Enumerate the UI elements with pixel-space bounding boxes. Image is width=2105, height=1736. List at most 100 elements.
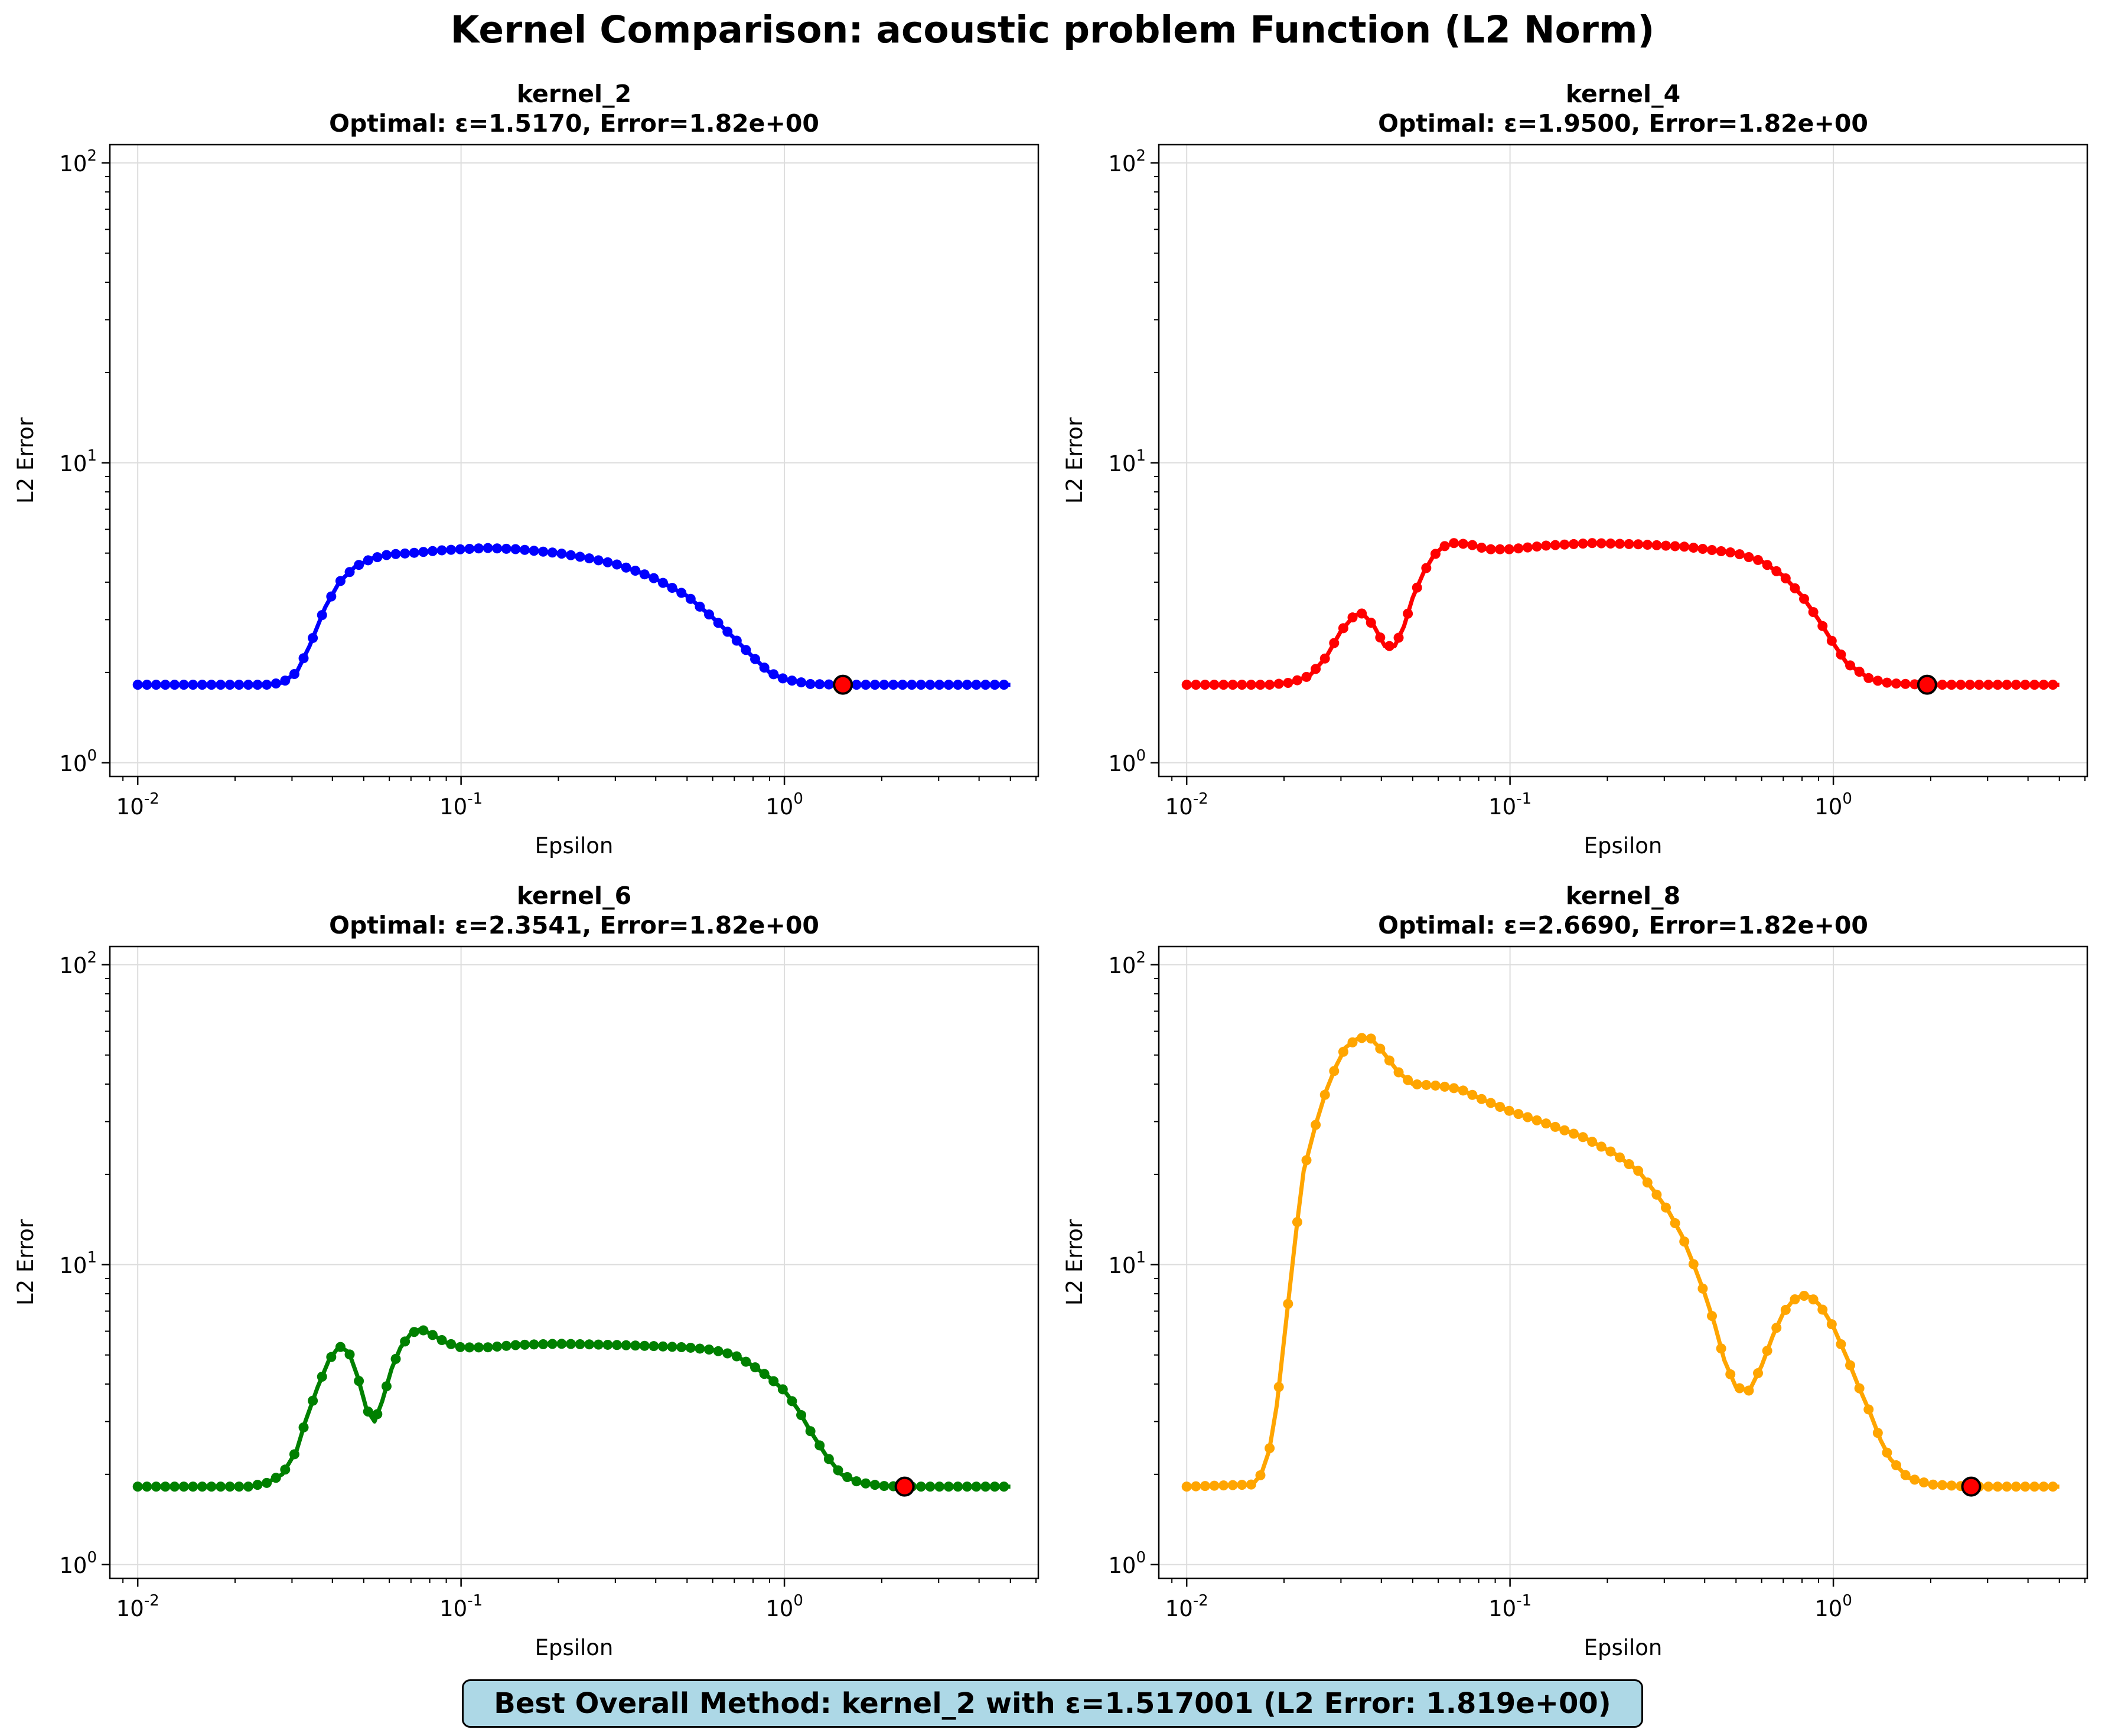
data-point bbox=[971, 680, 982, 690]
data-point bbox=[953, 680, 963, 690]
data-point bbox=[1660, 1202, 1671, 1213]
data-point bbox=[344, 567, 355, 577]
figure-title: Kernel Comparison: acoustic problem Func… bbox=[450, 8, 1655, 51]
data-point bbox=[510, 1340, 521, 1350]
data-point bbox=[575, 552, 585, 562]
data-point bbox=[676, 588, 687, 598]
series-line-kernel_6 bbox=[138, 1327, 1011, 1489]
data-point bbox=[234, 680, 245, 690]
data-point bbox=[2048, 1482, 2058, 1492]
data-point bbox=[547, 1339, 558, 1349]
data-point bbox=[713, 1346, 724, 1356]
data-point bbox=[1439, 541, 1450, 552]
data-point bbox=[1541, 540, 1552, 551]
data-point bbox=[649, 573, 659, 583]
data-point bbox=[2048, 680, 2058, 690]
y-axis-label: L2 Error bbox=[13, 417, 38, 504]
subplot-title: kernel_6 bbox=[517, 882, 631, 910]
data-point bbox=[1522, 542, 1533, 553]
data-point bbox=[197, 680, 207, 690]
data-point bbox=[1845, 1360, 1856, 1370]
data-point bbox=[1403, 1075, 1413, 1085]
data-point bbox=[731, 635, 742, 646]
data-point bbox=[814, 679, 825, 690]
data-point bbox=[1956, 680, 1966, 690]
data-point bbox=[160, 680, 171, 690]
series-line-kernel_2 bbox=[138, 546, 1011, 687]
x-tick-label: 10-1 bbox=[439, 790, 483, 820]
data-point bbox=[1476, 542, 1487, 553]
data-point bbox=[2029, 680, 2040, 690]
data-point bbox=[1845, 660, 1856, 671]
data-point bbox=[1449, 1083, 1459, 1094]
data-point bbox=[1467, 540, 1478, 550]
data-point bbox=[1393, 632, 1404, 643]
y-tick-label: 102 bbox=[59, 147, 97, 177]
x-axis-label: Epsilon bbox=[535, 1635, 614, 1660]
data-point bbox=[943, 1482, 954, 1492]
data-point bbox=[1799, 1290, 1810, 1301]
data-point bbox=[1209, 680, 1220, 690]
data-point bbox=[1780, 1304, 1791, 1315]
x-tick-label: 100 bbox=[765, 790, 803, 820]
data-point bbox=[869, 1480, 880, 1490]
data-point bbox=[252, 680, 263, 690]
data-point bbox=[170, 680, 180, 690]
y-tick-label: 102 bbox=[1108, 147, 1146, 177]
x-tick-label: 10-2 bbox=[116, 790, 159, 820]
data-point bbox=[1587, 538, 1598, 549]
data-point bbox=[1301, 671, 1312, 682]
data-point bbox=[1357, 608, 1367, 619]
data-point bbox=[1753, 1368, 1764, 1379]
data-point bbox=[695, 601, 705, 612]
data-point bbox=[1762, 1346, 1772, 1356]
x-tick-label: 100 bbox=[765, 1592, 803, 1621]
data-point bbox=[925, 1482, 936, 1492]
data-point bbox=[962, 1482, 972, 1492]
data-point bbox=[1716, 1343, 1726, 1354]
data-point bbox=[298, 653, 309, 664]
data-point bbox=[999, 680, 1009, 690]
data-point bbox=[1265, 1443, 1275, 1454]
data-point bbox=[271, 1473, 281, 1483]
data-point bbox=[1660, 540, 1671, 551]
data-point bbox=[2002, 1482, 2012, 1492]
data-point bbox=[1937, 1480, 1948, 1490]
data-point bbox=[1522, 1112, 1533, 1122]
data-point bbox=[741, 645, 751, 655]
data-point bbox=[1587, 1137, 1598, 1147]
data-point bbox=[1651, 540, 1662, 550]
data-point bbox=[363, 1407, 373, 1417]
data-point bbox=[575, 1339, 585, 1349]
data-point bbox=[1863, 1404, 1874, 1415]
data-point bbox=[1227, 680, 1238, 690]
data-point bbox=[667, 583, 677, 593]
data-point bbox=[1347, 612, 1358, 623]
data-point bbox=[2010, 680, 2021, 690]
data-point bbox=[621, 1340, 631, 1350]
data-point bbox=[980, 1482, 991, 1492]
data-point bbox=[1513, 1109, 1524, 1120]
y-tick-label: 102 bbox=[1108, 949, 1146, 978]
data-point bbox=[1495, 1102, 1506, 1112]
data-point bbox=[1559, 1125, 1570, 1135]
data-point bbox=[400, 548, 410, 559]
data-point bbox=[427, 1330, 438, 1340]
data-point bbox=[1283, 1298, 1293, 1309]
subplot-subtitle: Optimal: ε=1.5170, Error=1.82e+00 bbox=[329, 109, 819, 138]
data-point bbox=[768, 669, 779, 680]
data-point bbox=[206, 680, 217, 690]
data-point bbox=[1430, 1080, 1441, 1091]
data-point bbox=[630, 1340, 641, 1351]
data-point bbox=[1679, 541, 1690, 552]
data-point bbox=[1642, 540, 1653, 550]
data-point bbox=[556, 549, 567, 559]
x-axis-label: Epsilon bbox=[535, 833, 614, 859]
data-point bbox=[915, 1482, 926, 1492]
data-point bbox=[354, 1376, 364, 1386]
data-point bbox=[1265, 680, 1275, 690]
data-point bbox=[1596, 1141, 1607, 1152]
data-point bbox=[639, 569, 650, 580]
